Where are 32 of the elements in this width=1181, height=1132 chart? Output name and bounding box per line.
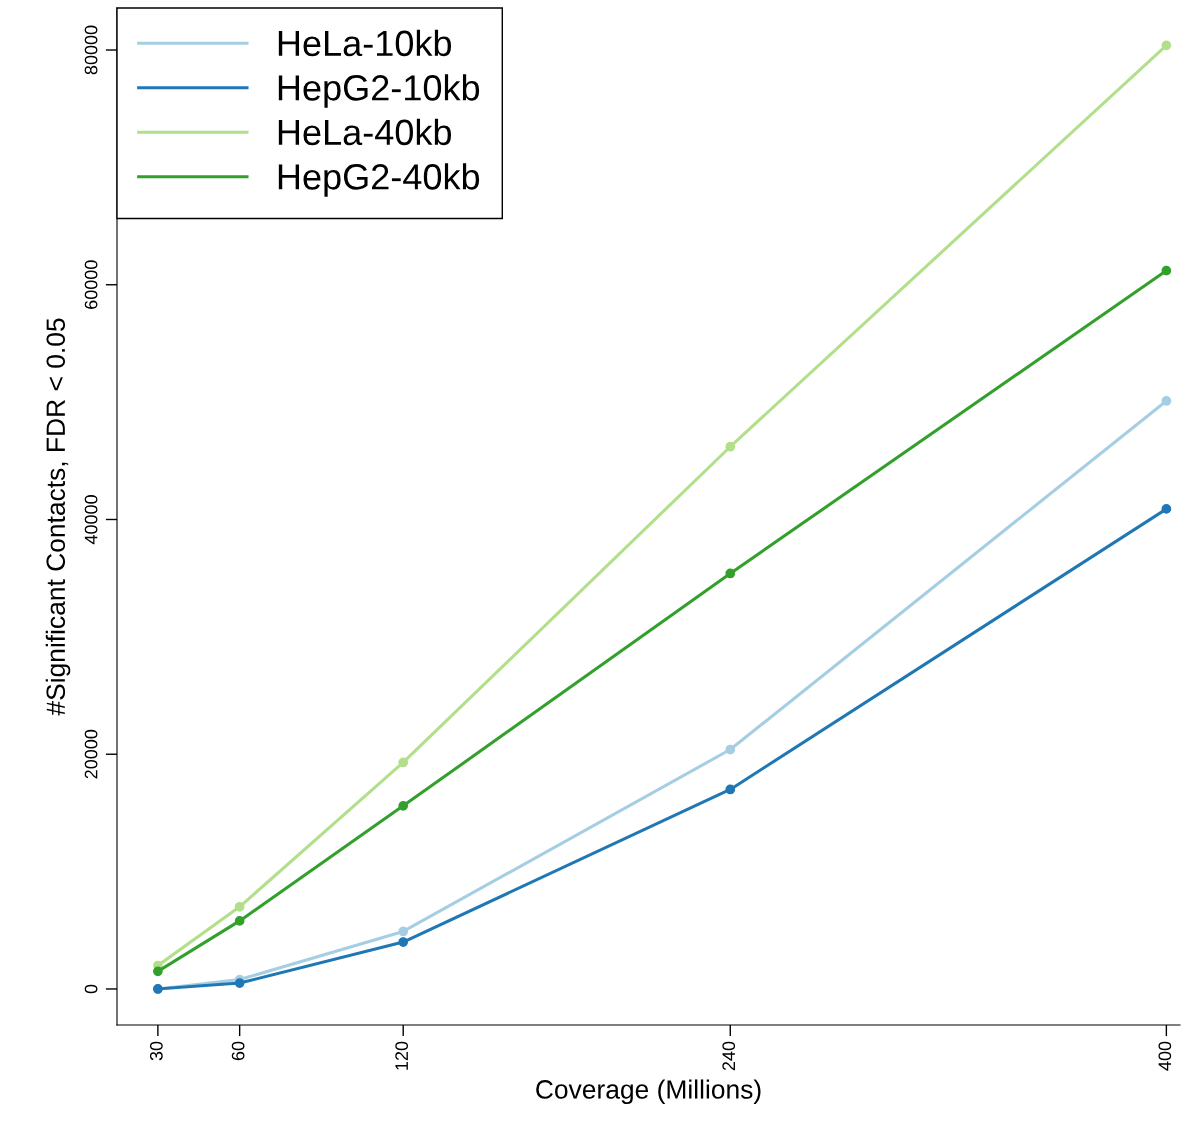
legend-label: HeLa-10kb <box>278 29 452 57</box>
point <box>1161 396 1172 406</box>
legend-label: HepG2-10kb <box>278 74 480 108</box>
point <box>234 901 245 912</box>
x-axis-title: Coverage (Millions) <box>536 1079 761 1105</box>
point <box>398 757 409 768</box>
y-tick-label: 0 <box>84 984 98 994</box>
x-tick-label: 120 <box>395 1041 409 1070</box>
point <box>725 441 736 452</box>
point <box>153 966 163 977</box>
x-tick-label: 60 <box>231 1041 245 1061</box>
point <box>725 568 736 579</box>
x-tick-label: 30 <box>149 1041 163 1061</box>
legend-label: HeLa-40kb <box>278 118 452 146</box>
y-tick-label: 20000 <box>84 729 98 779</box>
point <box>725 784 736 795</box>
point <box>398 926 409 937</box>
y-tick-label: 40000 <box>84 495 98 545</box>
y-tick-label: 60000 <box>84 260 98 309</box>
point <box>234 916 245 926</box>
point <box>725 744 736 755</box>
point <box>1161 265 1172 276</box>
point <box>1161 40 1172 51</box>
x-tick-label: 240 <box>722 1041 736 1071</box>
y-tick-label: 80000 <box>84 25 98 75</box>
point <box>1161 504 1172 514</box>
point <box>398 937 409 947</box>
y-axis-title: #Significant Contacts, FDR < 0.05 <box>45 318 71 716</box>
point <box>398 801 409 811</box>
legend-label: HepG2-40kb <box>278 163 480 197</box>
point <box>234 978 245 988</box>
x-tick-label: 400 <box>1158 1041 1172 1071</box>
